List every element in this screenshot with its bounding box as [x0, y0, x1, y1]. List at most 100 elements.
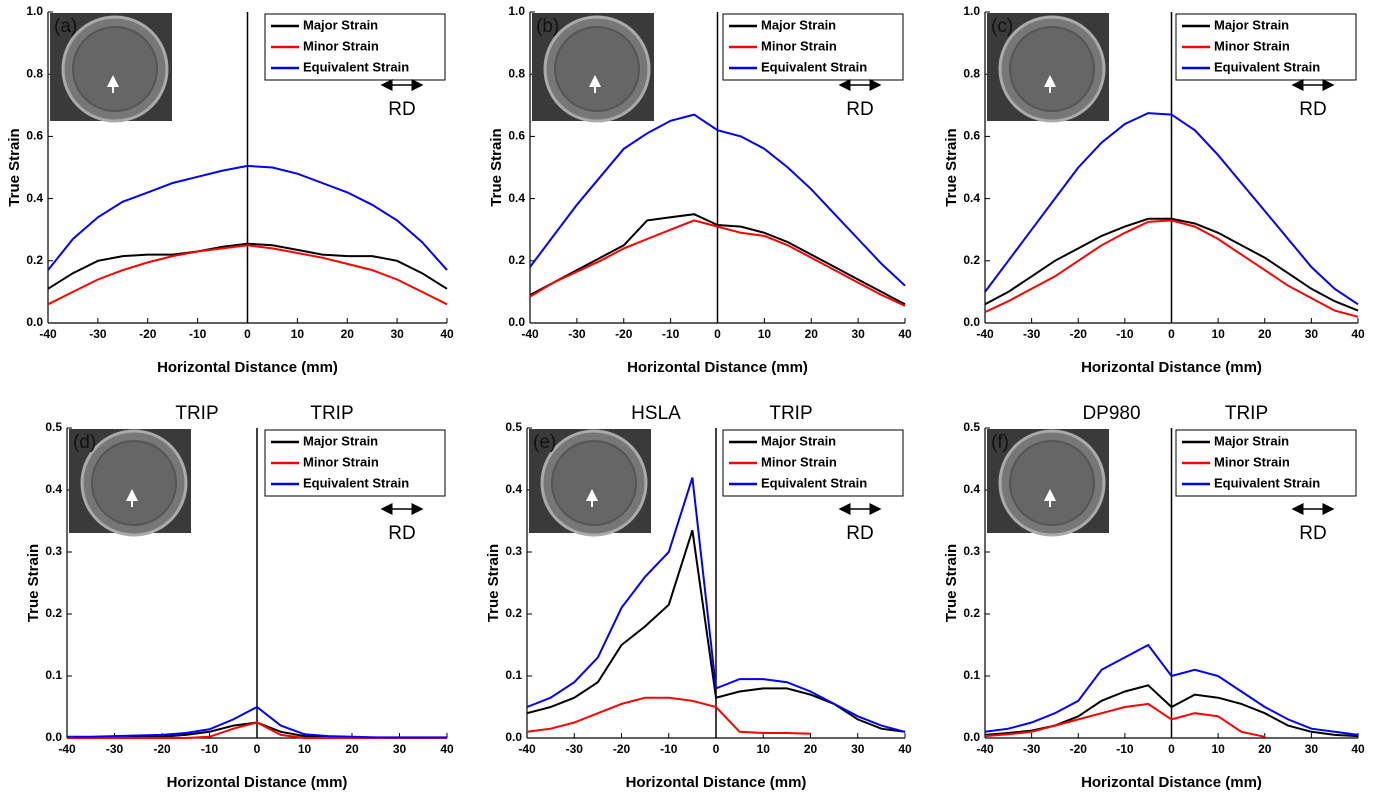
- x-tick-label: 40: [1351, 327, 1365, 341]
- legend-label: Minor Strain: [1214, 38, 1290, 53]
- y-tick-label: 0.4: [963, 191, 980, 205]
- x-tick-label: 0: [244, 327, 251, 341]
- series-line: [47, 244, 448, 306]
- x-tick-label: -10: [1116, 742, 1134, 756]
- legend-label: Minor Strain: [1214, 454, 1290, 469]
- x-tick-label: 20: [804, 742, 818, 756]
- y-tick-label: 0.4: [45, 482, 62, 496]
- x-tick-label: -40: [976, 327, 994, 341]
- y-tick-label: 0.0: [45, 730, 62, 744]
- x-tick-label: -30: [1023, 742, 1041, 756]
- legend-label: Equivalent Strain: [761, 59, 867, 74]
- y-tick-label: 0.6: [26, 129, 43, 143]
- y-tick-label: 0.0: [963, 315, 980, 329]
- x-tick-label: -20: [139, 327, 157, 341]
- series-line: [984, 112, 1359, 306]
- series-line: [67, 705, 447, 739]
- y-tick-label: 0.6: [508, 129, 525, 143]
- x-tick-label: 40: [898, 327, 912, 341]
- x-tick-label: 20: [345, 742, 359, 756]
- y-axis-title: True Strain: [485, 544, 502, 622]
- series-line: [984, 217, 1359, 312]
- y-tick-label: 0.3: [45, 544, 62, 558]
- y-tick-label: 0.1: [45, 668, 62, 682]
- y-axis-title: True Strain: [943, 544, 960, 622]
- x-tick-label: 20: [341, 327, 355, 341]
- annotation: RD: [846, 99, 873, 120]
- x-tick-label: -30: [568, 327, 586, 341]
- x-tick-label: 30: [393, 742, 407, 756]
- y-axis-title: True Strain: [943, 128, 960, 206]
- panel-label: (a): [54, 16, 77, 37]
- series-line: [529, 219, 906, 307]
- legend-label: Equivalent Strain: [1214, 59, 1320, 74]
- legend-label: Minor Strain: [303, 454, 379, 469]
- y-tick-label: 0.0: [26, 315, 43, 329]
- inset-dome: [72, 26, 158, 112]
- x-tick-label: 10: [1211, 742, 1225, 756]
- x-tick-label: 0: [713, 742, 720, 756]
- y-tick-label: 0.4: [26, 191, 43, 205]
- inset-dome: [551, 440, 637, 526]
- y-tick-label: 0.4: [505, 482, 522, 496]
- x-tick-label: -20: [1070, 327, 1088, 341]
- x-tick-label: 30: [851, 327, 865, 341]
- y-tick-label: 0.1: [505, 668, 522, 682]
- y-tick-label: 0.8: [26, 66, 43, 80]
- y-tick-label: 0.0: [508, 315, 525, 329]
- series-line: [529, 213, 906, 306]
- panel-label: (d): [73, 432, 96, 453]
- x-tick-label: -20: [1070, 742, 1088, 756]
- y-tick-label: 1.0: [508, 4, 525, 18]
- x-tick-label: -10: [662, 327, 680, 341]
- x-tick-label: 40: [898, 742, 912, 756]
- material-label: DP980: [1082, 403, 1140, 424]
- legend-label: Equivalent Strain: [761, 475, 867, 490]
- x-tick-label: 10: [758, 327, 772, 341]
- x-axis-title: Horizontal Distance (mm): [157, 359, 338, 376]
- legend-label: Equivalent Strain: [303, 59, 409, 74]
- inset-dome: [554, 26, 640, 112]
- x-axis-title: Horizontal Distance (mm): [167, 774, 348, 791]
- y-tick-label: 0.3: [963, 544, 980, 558]
- inset-dome: [91, 440, 177, 526]
- x-axis-title: Horizontal Distance (mm): [626, 774, 807, 791]
- y-tick-label: 0.2: [26, 253, 43, 267]
- y-axis-title: True Strain: [6, 128, 23, 206]
- x-tick-label: 40: [440, 742, 454, 756]
- x-tick-label: 0: [254, 742, 261, 756]
- y-tick-label: 0.2: [508, 253, 525, 267]
- panel-label: (f): [991, 432, 1009, 453]
- series-line: [529, 113, 906, 287]
- series-line: [526, 696, 811, 735]
- x-tick-label: -40: [518, 742, 536, 756]
- legend-label: Major Strain: [303, 433, 378, 448]
- x-tick-label: -10: [189, 327, 207, 341]
- x-tick-label: 0: [714, 327, 721, 341]
- legend-label: Minor Strain: [303, 38, 379, 53]
- panel-label: (c): [991, 16, 1013, 37]
- series-line: [984, 219, 1359, 318]
- y-tick-label: 0.8: [963, 66, 980, 80]
- legend-label: Major Strain: [303, 17, 378, 32]
- panel-label: (b): [536, 16, 559, 37]
- x-tick-label: -10: [201, 742, 219, 756]
- panel-label: (e): [533, 432, 556, 453]
- series-line: [984, 702, 1266, 738]
- material-label: TRIP: [310, 403, 353, 424]
- legend-label: Major Strain: [761, 17, 836, 32]
- inset-dome: [1009, 26, 1095, 112]
- x-tick-label: 0: [1168, 742, 1175, 756]
- y-tick-label: 0.6: [963, 129, 980, 143]
- x-tick-label: -20: [613, 742, 631, 756]
- x-axis-title: Horizontal Distance (mm): [1081, 774, 1262, 791]
- x-tick-label: 40: [1351, 742, 1365, 756]
- legend-label: Major Strain: [1214, 433, 1289, 448]
- y-tick-label: 0.5: [505, 420, 522, 434]
- y-axis-title: True Strain: [488, 128, 505, 206]
- inset-dome: [1009, 440, 1095, 526]
- material-label: TRIP: [175, 403, 218, 424]
- x-axis-title: Horizontal Distance (mm): [1081, 359, 1262, 376]
- annotation: RD: [1299, 523, 1326, 544]
